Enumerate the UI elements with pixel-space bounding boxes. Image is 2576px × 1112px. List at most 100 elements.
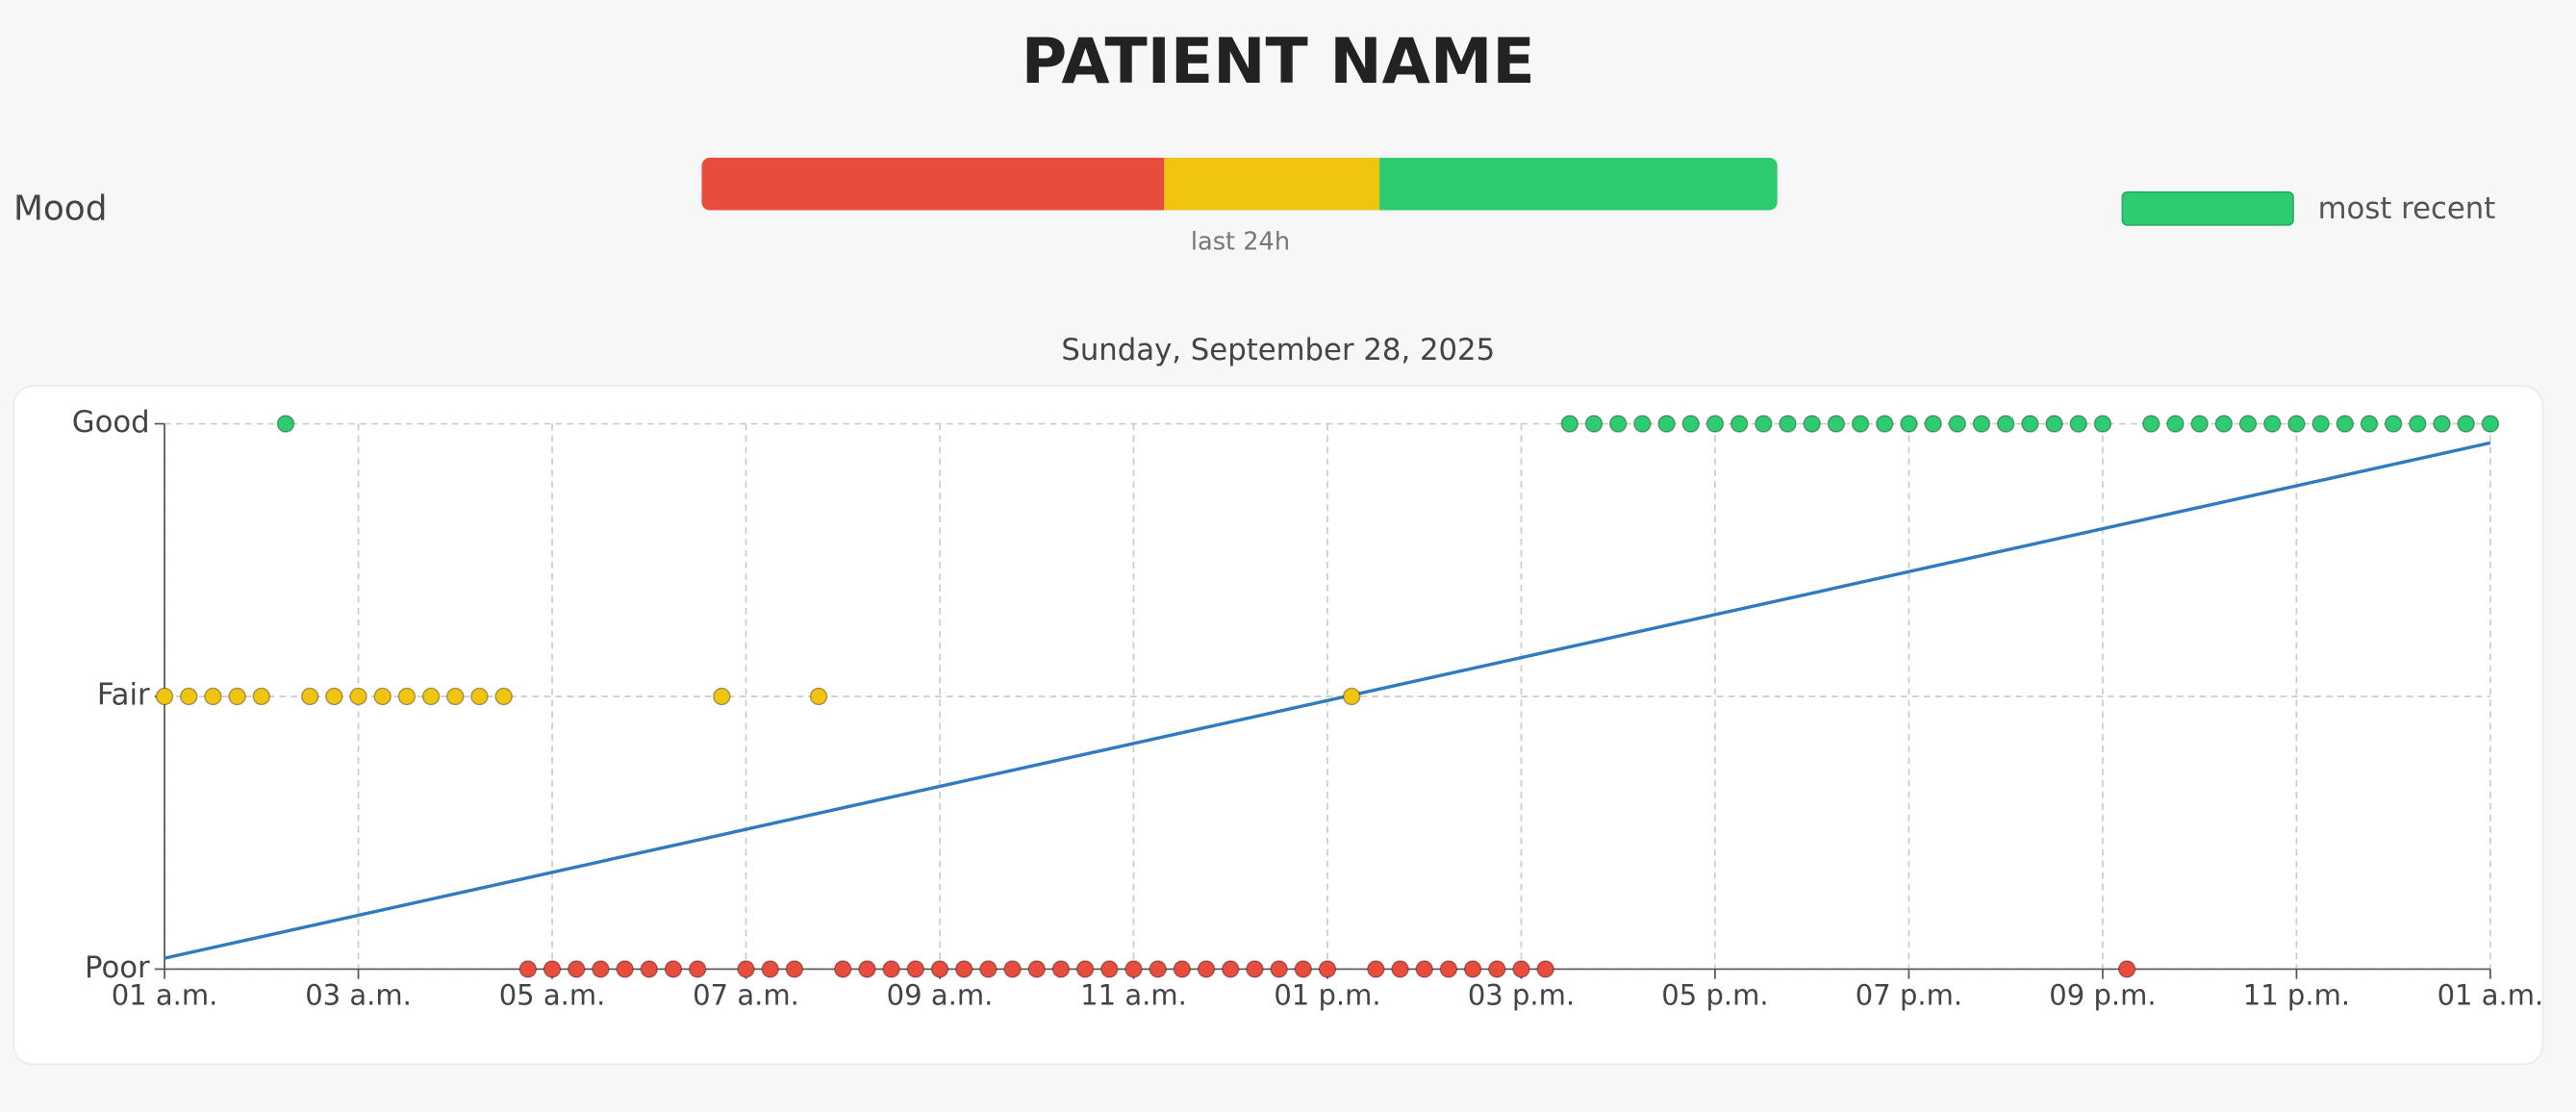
x-tick-label: 11 a.m. bbox=[1080, 978, 1187, 1011]
title: PATIENT NAME bbox=[1022, 26, 1535, 98]
point bbox=[954, 960, 973, 978]
point bbox=[421, 687, 441, 706]
point bbox=[2238, 415, 2258, 433]
point bbox=[809, 687, 828, 706]
point bbox=[1173, 960, 1192, 978]
date: Sunday, September 28, 2025 bbox=[1061, 333, 1495, 367]
point bbox=[1730, 415, 1749, 433]
point bbox=[397, 687, 417, 706]
point bbox=[930, 960, 949, 978]
trend-line bbox=[164, 441, 2491, 960]
point bbox=[1051, 960, 1071, 978]
point bbox=[1779, 415, 1797, 433]
point bbox=[2214, 415, 2234, 433]
point bbox=[1270, 960, 1288, 978]
mood-segment bbox=[1379, 157, 1778, 211]
plot: Poor Fair Good 01 a.m. 03 a.m. 05 a.m. 07 a.m.… bbox=[72, 405, 2543, 1011]
x-tick-label: 09 p.m. bbox=[2049, 978, 2156, 1011]
point bbox=[688, 960, 707, 978]
point bbox=[567, 960, 586, 978]
point bbox=[518, 960, 538, 978]
y-tick-label: Fair bbox=[97, 677, 150, 712]
point bbox=[1827, 415, 1846, 433]
point bbox=[834, 960, 852, 978]
point bbox=[1512, 960, 1530, 978]
point bbox=[858, 960, 876, 978]
x-tick-label: 01 a.m. bbox=[112, 978, 218, 1011]
point bbox=[1124, 960, 1143, 978]
point bbox=[1488, 960, 1506, 978]
point bbox=[2045, 415, 2063, 433]
point bbox=[2287, 415, 2306, 433]
mood-label: Mood bbox=[13, 190, 108, 229]
point bbox=[2336, 415, 2355, 433]
point bbox=[1900, 415, 1918, 433]
point bbox=[1657, 415, 1676, 433]
point bbox=[1100, 960, 1119, 978]
point bbox=[1972, 415, 1991, 433]
point bbox=[640, 960, 658, 978]
point bbox=[713, 687, 731, 706]
point bbox=[276, 415, 295, 433]
point bbox=[1948, 415, 1967, 433]
x-tick-label: 07 p.m. bbox=[1856, 978, 1962, 1011]
point bbox=[1075, 960, 1095, 978]
point bbox=[1463, 960, 1482, 978]
point bbox=[1584, 415, 1604, 433]
point bbox=[1027, 960, 1046, 978]
point bbox=[543, 960, 562, 978]
point bbox=[1608, 415, 1628, 433]
point bbox=[204, 687, 222, 706]
x-tick-label: 11 p.m. bbox=[2243, 978, 2350, 1011]
point bbox=[373, 687, 391, 706]
point bbox=[1342, 687, 1361, 706]
x-tick-label: 01 a.m. bbox=[2437, 978, 2544, 1011]
point bbox=[2093, 415, 2112, 433]
point bbox=[2481, 415, 2500, 433]
point bbox=[1851, 415, 1870, 433]
point bbox=[300, 687, 319, 706]
point bbox=[349, 687, 367, 706]
point bbox=[1803, 415, 1821, 433]
point bbox=[2021, 415, 2039, 433]
mood-segment bbox=[1164, 157, 1380, 211]
x-tick-label: 09 a.m. bbox=[887, 978, 994, 1011]
point bbox=[2409, 415, 2427, 433]
point bbox=[1003, 960, 1022, 978]
point bbox=[1536, 960, 1554, 978]
point bbox=[1705, 415, 1725, 433]
point bbox=[2433, 415, 2451, 433]
point bbox=[1222, 960, 1240, 978]
point bbox=[1439, 960, 1458, 978]
point bbox=[2263, 415, 2282, 433]
point bbox=[616, 960, 634, 978]
point bbox=[979, 960, 998, 978]
point bbox=[2457, 415, 2475, 433]
point bbox=[761, 960, 779, 978]
point bbox=[2069, 415, 2087, 433]
x-tick-label: 01 p.m. bbox=[1274, 978, 1380, 1011]
point bbox=[1924, 415, 1942, 433]
point bbox=[906, 960, 925, 978]
y-tick-label: Good bbox=[72, 405, 150, 440]
point bbox=[1367, 960, 1385, 978]
x-tick-label: 05 p.m. bbox=[1661, 978, 1768, 1011]
legend-swatch bbox=[2121, 190, 2294, 226]
point bbox=[1876, 415, 1894, 433]
point bbox=[1246, 960, 1264, 978]
point bbox=[2117, 960, 2136, 978]
point bbox=[1149, 960, 1167, 978]
x-tick-label: 07 a.m. bbox=[693, 978, 799, 1011]
point bbox=[1681, 415, 1700, 433]
point bbox=[180, 687, 198, 706]
x-tick-label: 03 a.m. bbox=[305, 978, 412, 1011]
point bbox=[1197, 960, 1216, 978]
legend-label: most recent bbox=[2318, 191, 2496, 226]
point bbox=[446, 687, 465, 706]
point bbox=[785, 960, 804, 978]
point bbox=[2142, 415, 2160, 433]
mood-segment bbox=[701, 157, 1165, 211]
point bbox=[1318, 960, 1337, 978]
